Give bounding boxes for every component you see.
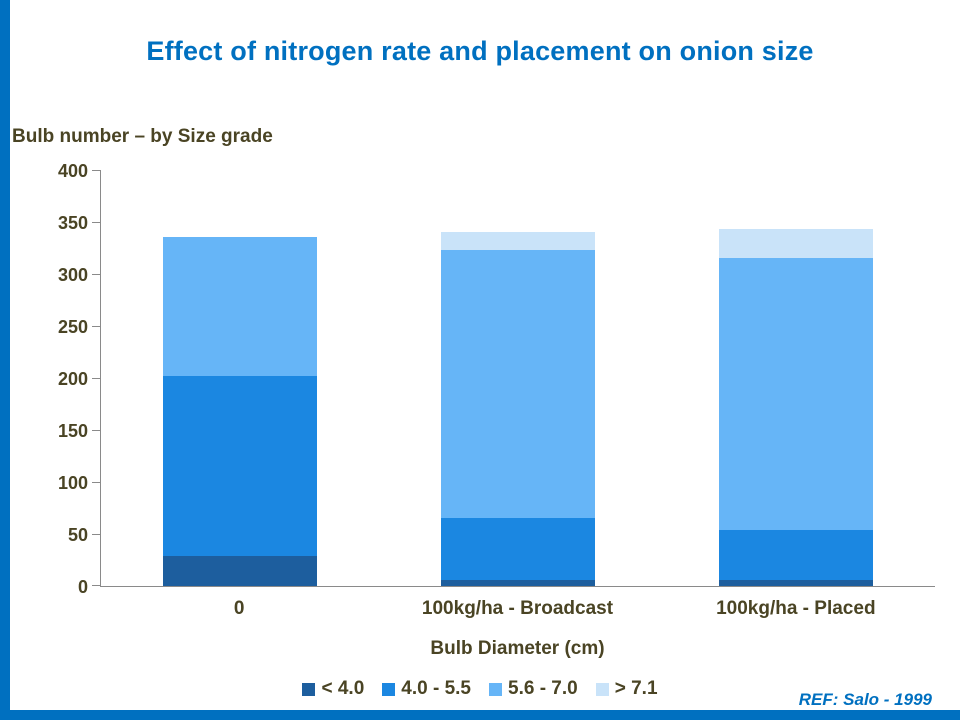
- bar-segment: [719, 529, 873, 580]
- y-tick-label: 150: [57, 421, 88, 441]
- bar-segment: [163, 236, 317, 376]
- bar-segment: [719, 229, 873, 259]
- legend-item: > 7.1: [595, 678, 658, 700]
- x-category-label: 100kg/ha - Broadcast: [421, 598, 614, 619]
- y-tick-label: 50: [67, 525, 88, 545]
- legend-label: > 7.1: [614, 678, 658, 699]
- y-tick-mark: [92, 482, 101, 483]
- bar-segment: [441, 518, 595, 580]
- bar-segment: [163, 375, 317, 556]
- y-axis: 0 50 100 150 200 250 300 350 400: [0, 161, 88, 597]
- bar-segment: [719, 258, 873, 530]
- y-tick-mark: [92, 326, 101, 327]
- y-tick-label: 350: [57, 213, 88, 233]
- y-tick-mark: [92, 274, 101, 275]
- chart-title: Bulb number – by Size grade: [12, 126, 273, 147]
- y-tick-mark: [92, 585, 101, 586]
- legend-label: < 4.0: [321, 678, 365, 699]
- page-title: Effect of nitrogen rate and placement on…: [146, 36, 814, 66]
- y-tick-mark: [92, 378, 101, 379]
- x-category-label: 100kg/ha - Placed: [716, 598, 876, 619]
- stacked-bar: [163, 236, 317, 586]
- legend-item: 5.6 - 7.0: [489, 678, 578, 700]
- bar-segment: [441, 250, 595, 519]
- legend-swatch-icon: [595, 682, 609, 696]
- bar-slot: [101, 171, 379, 586]
- stacked-bar: [719, 229, 873, 586]
- bars-row: [101, 171, 935, 586]
- x-axis-title: Bulb Diameter (cm): [430, 638, 605, 659]
- bar-segment: [163, 555, 317, 586]
- bar-slot: [657, 171, 935, 586]
- bar-segment: [441, 232, 595, 251]
- y-tick-label: 200: [57, 369, 88, 389]
- x-category-label: 0: [233, 598, 245, 619]
- legend-item: 4.0 - 5.5: [382, 678, 471, 700]
- legend-swatch-icon: [489, 682, 502, 696]
- legend-swatch-icon: [382, 682, 396, 696]
- x-category-row: 0 100kg/ha - Broadcast 100kg/ha - Placed: [100, 598, 935, 620]
- reference-label: REF: Salo - 1999: [798, 690, 932, 709]
- stacked-bar: [441, 232, 595, 586]
- y-tick-mark: [92, 534, 101, 535]
- bar-segment: [441, 579, 595, 586]
- y-tick-mark: [92, 170, 101, 171]
- left-accent-bar: [0, 0, 10, 720]
- legend-item: < 4.0: [302, 678, 364, 700]
- y-tick-label: 300: [57, 265, 88, 285]
- legend: < 4.0 4.0 - 5.5 5.6 - 7.0 > 7.1: [0, 678, 960, 700]
- legend-label: 4.0 - 5.5: [401, 678, 471, 699]
- bar-segment: [719, 579, 873, 586]
- legend-swatch-icon: [302, 682, 316, 696]
- plot-area: [92, 170, 935, 587]
- y-tick-mark: [92, 430, 101, 431]
- bottom-accent-bar: [0, 710, 960, 720]
- legend-label: 5.6 - 7.0: [508, 678, 578, 699]
- y-tick-label: 250: [57, 317, 88, 337]
- y-tick-mark: [92, 222, 101, 223]
- y-tick-label: 400: [57, 161, 88, 181]
- y-tick-label: 0: [77, 577, 88, 597]
- y-tick-label: 100: [57, 473, 88, 493]
- bar-slot: [379, 171, 657, 586]
